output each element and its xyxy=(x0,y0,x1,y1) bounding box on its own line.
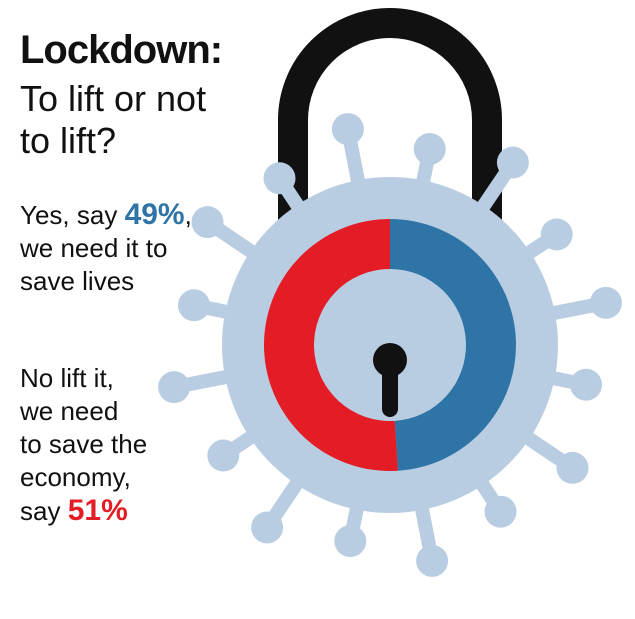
shackle xyxy=(278,8,502,250)
annotation-line: economy, xyxy=(20,462,131,492)
annotation-line: save lives xyxy=(20,266,135,296)
subtitle: To lift or not to lift? xyxy=(20,78,207,161)
virus-spike-tip xyxy=(556,451,589,484)
annotation-line: say 51% xyxy=(20,494,147,528)
keyhole-top xyxy=(373,343,407,377)
virus-spike-tip xyxy=(177,289,210,322)
virus-spike-tip xyxy=(413,132,446,165)
annotation-text: say xyxy=(20,496,61,526)
donut-segment xyxy=(264,219,398,471)
virus-spike-tip xyxy=(484,495,517,528)
virus-spike-tip xyxy=(496,146,529,179)
value-label: 51% xyxy=(67,494,128,527)
annotation-line: Yes, say 49%, xyxy=(20,198,192,232)
annotation-line: we need xyxy=(20,396,119,426)
virus-spike-tip xyxy=(334,525,367,558)
annotation-line: to save the xyxy=(20,429,148,459)
virus-spike-tip xyxy=(540,218,573,251)
annotation-line: we need it to xyxy=(20,233,168,263)
virus-spike-tip xyxy=(570,368,603,401)
virus-spike-tip xyxy=(589,286,622,319)
virus-spike-tip xyxy=(251,511,284,544)
annotation: Yes, say 49%, we need it to save lives xyxy=(20,198,192,298)
virus-spike-tip xyxy=(158,371,191,404)
annotation-line: No lift it, xyxy=(20,363,114,393)
annotation: No lift it, we need to save the economy,… xyxy=(20,362,147,528)
virus-spike-tip xyxy=(331,113,364,146)
virus-spike-tip xyxy=(191,206,224,239)
value-label: 49% xyxy=(124,198,185,231)
title: Lockdown: xyxy=(20,28,223,72)
virus-spike-tip xyxy=(416,544,449,577)
annotation-text: , xyxy=(184,200,192,230)
annotation-text: Yes, say xyxy=(20,200,118,230)
virus-spike-tip xyxy=(263,162,296,195)
donut-segment xyxy=(390,219,517,471)
keyhole-slot xyxy=(382,365,398,417)
virus-spike-tip xyxy=(207,439,240,472)
